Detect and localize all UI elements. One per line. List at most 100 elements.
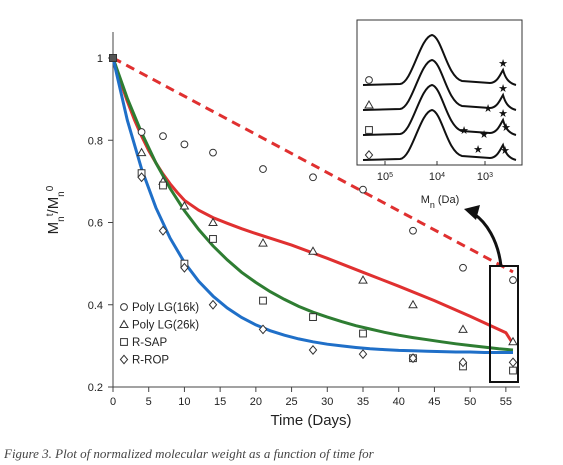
data-point-circle bbox=[159, 132, 167, 141]
data-point-diamond bbox=[208, 299, 218, 310]
data-point-circle bbox=[359, 185, 367, 194]
x-tick-label: 0 bbox=[110, 396, 116, 408]
data-point-diamond bbox=[508, 357, 518, 368]
legend-label: R-ROP bbox=[132, 355, 169, 367]
x-tick-label: 40 bbox=[393, 396, 405, 408]
inset-x-ticks: 105 104 103 bbox=[377, 161, 493, 183]
data-point-triangle bbox=[136, 147, 147, 157]
inset-chromatogram: ★★★ ★★ ★★★ ★ 105 104 103 Mn (Da) bbox=[356, 19, 523, 210]
data-point-triangle bbox=[358, 275, 368, 284]
inset-tick-label: 104 bbox=[429, 171, 445, 183]
legend-label: R-SAP bbox=[132, 337, 167, 349]
y-tick-label: 1 bbox=[97, 53, 103, 65]
legend-label: Poly LG(16k) bbox=[132, 302, 199, 314]
highlight-box bbox=[489, 265, 519, 383]
data-point-triangle bbox=[408, 299, 418, 309]
y-ticks: 0.2 0.4 0.6 0.8 1 bbox=[88, 53, 113, 394]
data-point-diamond bbox=[180, 262, 189, 273]
legend-marker-circle bbox=[120, 303, 128, 311]
origin-point bbox=[109, 54, 117, 62]
callout-arrow bbox=[473, 212, 503, 267]
x-tick-label: 50 bbox=[464, 396, 476, 408]
data-point-diamond bbox=[308, 345, 318, 355]
x-tick-label: 15 bbox=[214, 396, 226, 408]
y-tick-label: 0.6 bbox=[88, 218, 103, 230]
x-tick-label: 5 bbox=[146, 396, 152, 408]
star-marker-icon: ★ bbox=[459, 124, 469, 137]
inset-tick-label: 103 bbox=[477, 171, 493, 183]
x-tick-label: 35 bbox=[357, 396, 369, 408]
star-marker-icon: ★ bbox=[498, 107, 508, 120]
y-tick-label: 0.2 bbox=[88, 382, 103, 394]
fit-line-diamond bbox=[111, 57, 513, 354]
data-point-diamond bbox=[158, 225, 168, 236]
x-tick-label: 45 bbox=[428, 396, 440, 408]
inset-marker-diamond bbox=[364, 150, 374, 160]
data-point-triangle bbox=[179, 201, 190, 210]
data-points bbox=[109, 54, 518, 375]
star-marker-icon: ★ bbox=[501, 121, 511, 134]
data-point-circle bbox=[459, 263, 467, 272]
data-point-square bbox=[259, 296, 267, 305]
y-axis-label: Mnt/Mn0 bbox=[45, 185, 67, 234]
data-point-circle bbox=[509, 276, 517, 284]
legend-label: Poly LG(26k) bbox=[132, 320, 199, 332]
data-point-circle bbox=[309, 173, 317, 182]
data-point-square bbox=[309, 313, 317, 321]
inset-trace bbox=[362, 58, 517, 111]
inset-tick-label: 105 bbox=[377, 171, 393, 183]
star-marker-icon: ★ bbox=[479, 128, 489, 141]
data-point-square bbox=[209, 235, 217, 243]
data-point-circle bbox=[259, 165, 267, 173]
star-marker-icon: ★ bbox=[473, 143, 483, 156]
y-tick-label: 0.8 bbox=[88, 135, 103, 147]
x-tick-label: 20 bbox=[250, 396, 262, 408]
inset-traces bbox=[362, 33, 517, 161]
legend-marker-square bbox=[120, 338, 128, 346]
y-tick-label: 0.4 bbox=[88, 300, 103, 312]
data-point-square bbox=[159, 181, 167, 190]
data-point-triangle bbox=[258, 238, 268, 247]
data-point-diamond bbox=[258, 324, 268, 335]
x-tick-label: 25 bbox=[285, 396, 297, 408]
data-point-diamond bbox=[408, 353, 418, 364]
inset-trace bbox=[362, 83, 517, 136]
figure-caption: Figure 3. Plot of normalized molecular w… bbox=[4, 446, 374, 461]
chart: 0 5 10 15 20 25 30 35 40 45 50 55 0.2 0.4 0.6 0.8 1 Tim… bbox=[45, 19, 523, 429]
data-point-triangle bbox=[308, 246, 318, 255]
callout-arrowhead bbox=[464, 205, 480, 220]
inset-trace bbox=[362, 33, 517, 86]
inset-trace-markers bbox=[364, 76, 374, 160]
data-point-triangle bbox=[208, 217, 218, 226]
inset-marker-circle bbox=[365, 76, 373, 84]
data-point-circle bbox=[209, 148, 217, 157]
star-marker-icon: ★ bbox=[483, 102, 493, 115]
x-axis-label: Time (Days) bbox=[270, 412, 351, 429]
data-point-diamond bbox=[358, 349, 368, 360]
inset-star-markers: ★★★ ★★ ★★★ ★ bbox=[459, 57, 511, 157]
star-marker-icon: ★ bbox=[500, 144, 510, 157]
legend: Poly LG(16k) Poly LG(26k) R-SAP R-ROP bbox=[119, 302, 199, 367]
inset-marker-triangle bbox=[364, 99, 374, 109]
x-tick-label: 10 bbox=[178, 396, 190, 408]
data-point-circle bbox=[409, 226, 417, 235]
inset-x-label: Mn (Da) bbox=[421, 194, 460, 210]
legend-marker-diamond bbox=[119, 354, 129, 365]
star-marker-icon: ★ bbox=[498, 57, 508, 70]
x-ticks: 0 5 10 15 20 25 30 35 40 45 50 55 bbox=[110, 387, 512, 408]
inset-trace bbox=[362, 108, 517, 161]
data-point-diamond bbox=[458, 357, 468, 368]
x-tick-label: 55 bbox=[500, 396, 512, 408]
data-point-triangle bbox=[508, 336, 518, 346]
inset-marker-square bbox=[365, 126, 373, 134]
fit-line-circle bbox=[112, 56, 514, 274]
data-point-circle bbox=[137, 128, 146, 136]
x-tick-label: 30 bbox=[321, 396, 333, 408]
star-marker-icon: ★ bbox=[498, 82, 508, 95]
data-point-triangle bbox=[458, 324, 468, 333]
data-point-circle bbox=[180, 140, 189, 149]
fit-line-square bbox=[111, 57, 514, 352]
legend-marker-triangle bbox=[119, 319, 129, 328]
data-point-diamond bbox=[137, 172, 146, 183]
data-point-square bbox=[509, 366, 517, 375]
